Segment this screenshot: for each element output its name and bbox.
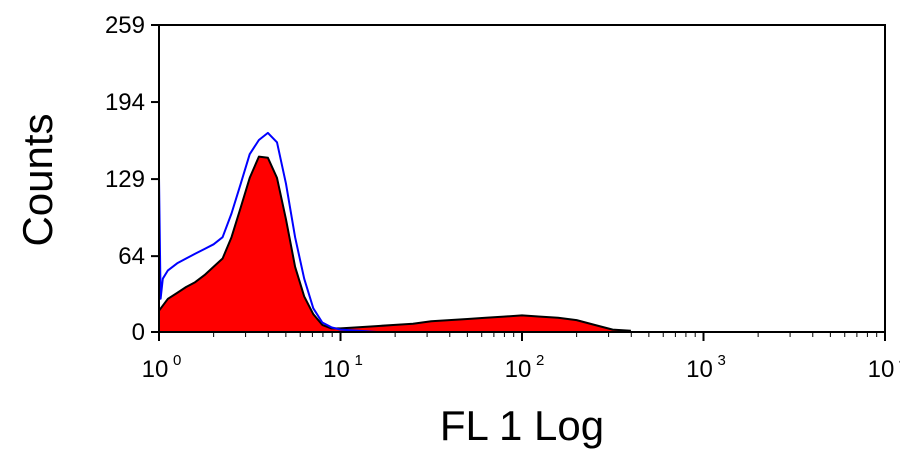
- y-tick-label: 0: [132, 319, 145, 346]
- axis-layer: 064129194259100101102103104: [105, 12, 900, 383]
- series-layer: [158, 131, 631, 333]
- x-tick-exponent: 1: [355, 352, 363, 369]
- series-1-line: [158, 131, 377, 333]
- x-tick-label: 10: [505, 356, 532, 383]
- x-tick-exponent: 2: [536, 352, 544, 369]
- y-tick-label: 259: [105, 12, 145, 39]
- y-tick-label: 194: [105, 89, 145, 116]
- x-tick-label: 10: [868, 356, 895, 383]
- series-0-outline: [158, 155, 631, 332]
- x-axis-title: FL 1 Log: [440, 402, 604, 449]
- x-tick-label: 10: [142, 356, 169, 383]
- y-tick-label: 64: [118, 243, 145, 270]
- x-tick-exponent: 0: [173, 352, 181, 369]
- series-0-area: [159, 156, 631, 332]
- y-axis-title: Counts: [14, 113, 61, 246]
- x-tick-label: 10: [686, 356, 713, 383]
- y-tick-label: 129: [105, 166, 145, 193]
- x-tick-exponent: 3: [718, 352, 726, 369]
- x-tick-label: 10: [323, 356, 350, 383]
